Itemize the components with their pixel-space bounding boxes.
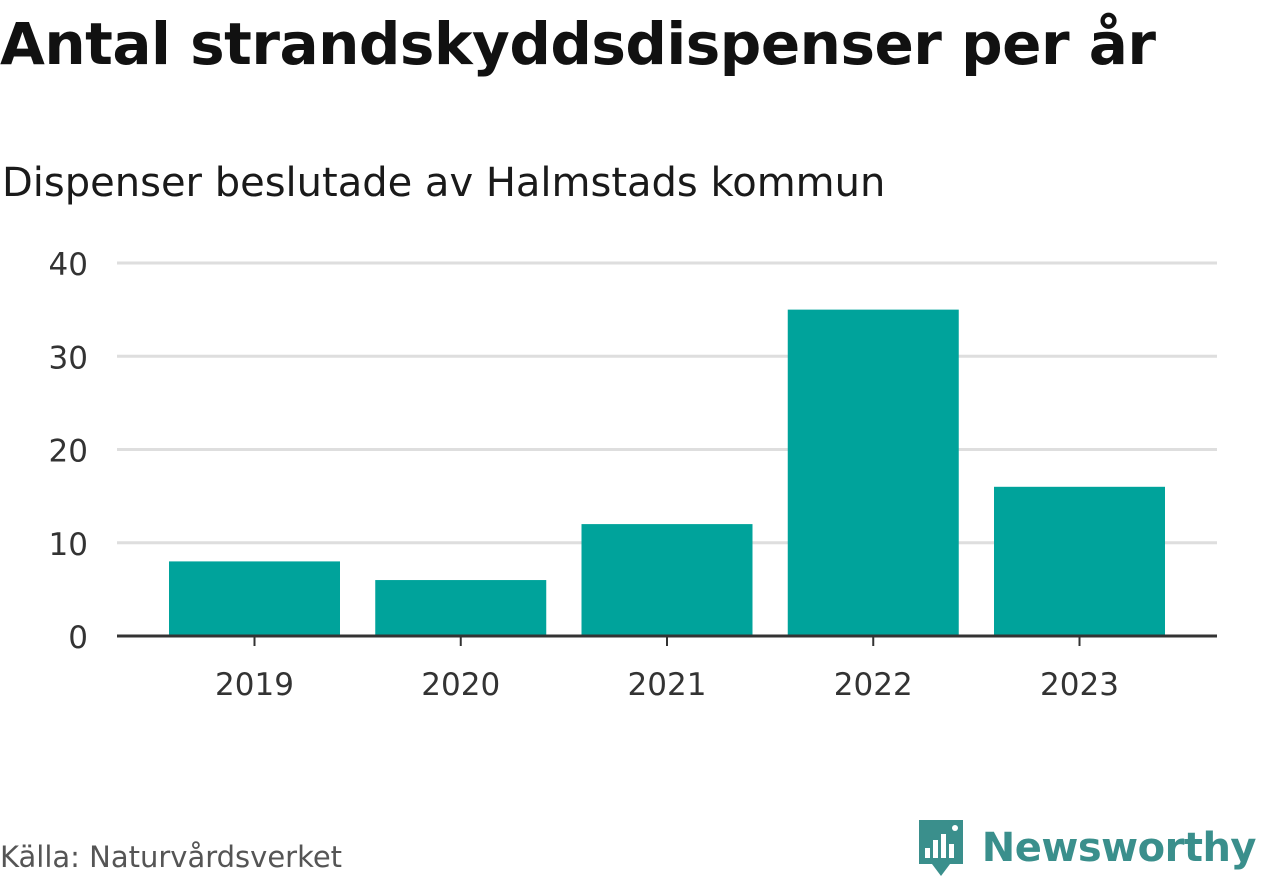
- source-note: Källa: Naturvårdsverket: [0, 840, 343, 874]
- bar-chart-speech-bubble-icon: [918, 820, 963, 876]
- chart-subtitle: Dispenser beslutade av Halmstads kommun: [2, 160, 886, 206]
- bars: [169, 309, 1165, 636]
- bar-chart: 0 10 20 30 40 2019 2020 2021 2022 2023: [49, 247, 1217, 703]
- chart-title: Antal strandskyddsdispenser per år: [0, 10, 1156, 78]
- y-tick-label: 0: [68, 620, 88, 656]
- bar-2019: [169, 561, 340, 636]
- x-tick-label: 2019: [215, 667, 294, 703]
- y-axis-ticks: 0 10 20 30 40: [49, 247, 88, 656]
- bar-2021: [581, 524, 753, 636]
- brand-logo: Newsworthy: [916, 818, 1257, 878]
- y-tick-label: 20: [49, 434, 88, 470]
- x-axis-ticks: 2019 2020 2021 2022 2023: [215, 636, 1119, 703]
- brand-name: Newsworthy: [981, 825, 1257, 871]
- x-tick-label: 2022: [834, 667, 913, 703]
- bar-2023: [994, 486, 1165, 636]
- y-tick-label: 30: [49, 340, 88, 376]
- x-tick-label: 2021: [628, 667, 707, 703]
- bar-2020: [375, 580, 547, 636]
- bar-2022: [787, 309, 959, 636]
- y-tick-label: 10: [49, 527, 88, 563]
- y-tick-label: 40: [49, 247, 88, 283]
- x-tick-label: 2020: [421, 667, 500, 703]
- x-tick-label: 2023: [1040, 667, 1119, 703]
